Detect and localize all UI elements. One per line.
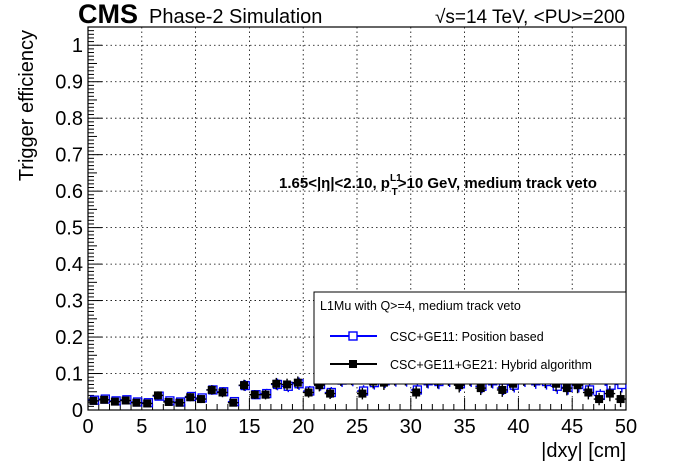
y-tick-label: 0.6 xyxy=(55,181,83,203)
y-tick-label: 0.5 xyxy=(55,218,83,240)
y-tick-label: 0.1 xyxy=(55,364,83,386)
data-point xyxy=(605,389,614,398)
grid xyxy=(88,27,626,410)
data-point xyxy=(186,393,195,402)
data-point xyxy=(562,384,571,393)
x-tick-label: 50 xyxy=(615,416,637,438)
annotation-sub: T xyxy=(392,187,398,198)
data-point xyxy=(100,395,109,404)
x-tick-label: 10 xyxy=(184,416,206,438)
data-point xyxy=(153,391,162,400)
data-point xyxy=(455,381,464,390)
data-point xyxy=(584,388,593,397)
x-axis: 0 5 10 15 20 25 30 35 40 45 50 xyxy=(82,398,637,438)
data-point xyxy=(132,398,141,407)
data-point xyxy=(89,396,98,405)
y-tick-label: 0.3 xyxy=(55,291,83,313)
cms-label: CMS xyxy=(78,0,138,29)
data-point xyxy=(240,381,249,390)
data-point xyxy=(164,397,173,406)
data-point xyxy=(207,385,216,394)
y-axis-label: Trigger efficiency xyxy=(16,30,38,181)
y-tick-label: 0.8 xyxy=(55,108,83,130)
annotation-suffix: >10 GeV, medium track veto xyxy=(398,175,597,192)
y-tick-label: 0 xyxy=(72,400,83,422)
data-point xyxy=(229,398,238,407)
y-tick-label: 0.4 xyxy=(55,254,83,276)
data-point xyxy=(196,395,205,404)
data-point xyxy=(110,397,119,406)
data-point xyxy=(616,395,625,404)
data-point xyxy=(121,396,130,405)
data-point xyxy=(498,385,507,394)
data-point xyxy=(326,389,335,398)
x-tick-label: 0 xyxy=(82,416,93,438)
data-point xyxy=(175,398,184,407)
data-point xyxy=(476,384,485,393)
data-point xyxy=(412,388,421,397)
legend-box xyxy=(313,291,627,385)
data-point xyxy=(261,390,270,399)
x-tick-label: 15 xyxy=(238,416,260,438)
chart-subtitle: Phase-2 Simulation xyxy=(149,6,322,28)
data-point xyxy=(315,381,324,390)
data-point xyxy=(143,399,152,408)
x-tick-label: 25 xyxy=(346,416,368,438)
data-point xyxy=(304,388,313,397)
legend: L1Mu with Q>=4, medium track veto CSC+GE… xyxy=(313,291,627,385)
energy-label: √s=14 TeV, <PU>=200 xyxy=(435,7,625,28)
x-tick-label: 20 xyxy=(292,416,314,438)
data-point xyxy=(358,389,367,398)
x-tick-label: 40 xyxy=(507,416,529,438)
annotation-sup: L1 xyxy=(390,173,402,184)
data-point xyxy=(272,379,281,388)
x-tick-label: 30 xyxy=(400,416,422,438)
y-tick-label: 0.7 xyxy=(55,145,83,167)
legend-label-position: CSC+GE11: Position based xyxy=(390,330,544,344)
x-tick-label: 35 xyxy=(453,416,475,438)
data-point xyxy=(293,378,302,387)
selection-annotation: 1.65<|η|<2.10, pL1 T>10 GeV, medium track… xyxy=(279,173,597,198)
y-tick-label: 0.2 xyxy=(55,327,83,349)
x-tick-label: 45 xyxy=(561,416,583,438)
data-point xyxy=(218,388,227,397)
y-axis: 0 0.1 0.2 0.3 0.4 0.5 0.6 0.7 0.8 0.9 1 xyxy=(55,26,102,422)
x-tick-label: 5 xyxy=(136,416,147,438)
legend-marker-hybrid xyxy=(349,360,357,368)
y-tick-label: 1 xyxy=(72,35,83,57)
legend-marker-position xyxy=(348,331,358,341)
data-point xyxy=(595,395,604,404)
legend-header: L1Mu with Q>=4, medium track veto xyxy=(320,299,521,313)
y-tick-label: 0.9 xyxy=(55,72,83,94)
annotation-prefix: 1.65<|η|<2.10, p xyxy=(279,175,390,192)
x-axis-label: |dxy| [cm] xyxy=(541,440,626,462)
legend-label-hybrid: CSC+GE11+GE21: Hybrid algorithm xyxy=(390,358,592,372)
data-point xyxy=(573,381,582,390)
data-point xyxy=(283,380,292,389)
data-point xyxy=(250,390,259,399)
